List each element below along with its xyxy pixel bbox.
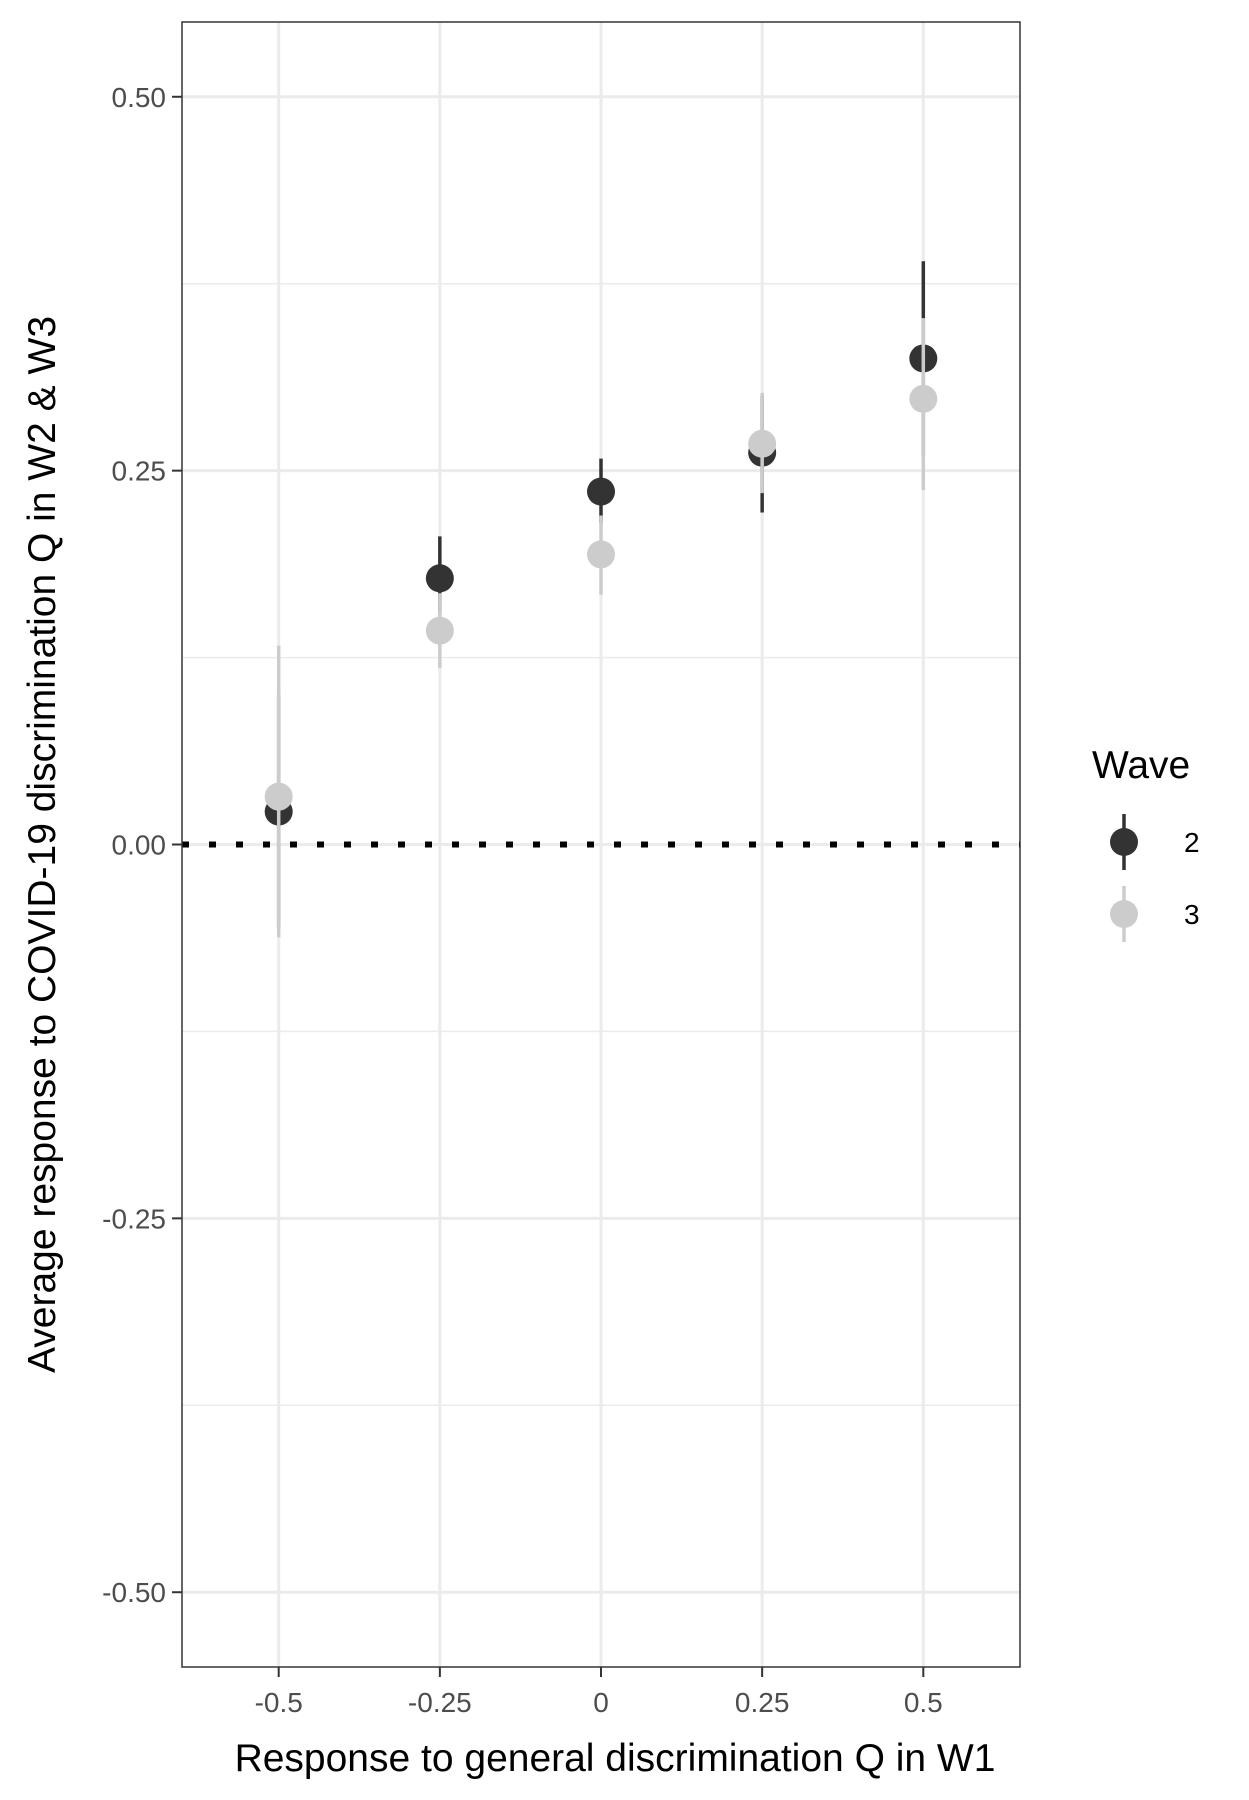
- legend-label: 3: [1184, 899, 1200, 930]
- data-point: [587, 540, 615, 569]
- data-marks: [264, 261, 938, 938]
- y-tick-label: -0.25: [102, 1203, 166, 1234]
- legend-label: 2: [1184, 827, 1200, 858]
- legend: Wave 23: [1092, 744, 1200, 942]
- axis-ticks: -0.50 -0.25 0.00 0.25 0.50 -0.5 -0.25 0 0.25 0.5: [102, 82, 943, 1718]
- legend-title: Wave: [1092, 744, 1190, 787]
- grid: [182, 22, 1020, 1667]
- legend-key-point: [1110, 900, 1138, 928]
- y-tick-label: 0.50: [112, 82, 167, 113]
- x-tick-label: -0.25: [408, 1687, 472, 1718]
- data-point: [909, 384, 938, 413]
- x-tick-label: 0.25: [735, 1687, 790, 1718]
- legend-key-wave-3: 3: [1110, 886, 1200, 942]
- y-tick-label: 0.00: [112, 830, 167, 861]
- x-tick-label: 0.5: [904, 1687, 943, 1718]
- x-tick-label: -0.5: [255, 1687, 303, 1718]
- legend-key-point: [1110, 828, 1138, 856]
- y-axis-title: Average response to COVID-19 discriminat…: [21, 316, 64, 1373]
- series-wave-3: [264, 318, 938, 938]
- data-point: [425, 616, 454, 645]
- data-point: [748, 429, 777, 458]
- data-point: [587, 477, 615, 506]
- y-tick-label: -0.50: [102, 1577, 166, 1608]
- legend-key-wave-2: 2: [1110, 814, 1200, 870]
- data-point: [425, 564, 454, 593]
- x-axis-title: Response to general discrimination Q in …: [235, 1737, 996, 1780]
- data-point: [264, 782, 293, 811]
- legend-keys: 23: [1110, 814, 1200, 942]
- x-tick-label: 0: [593, 1687, 609, 1718]
- y-tick-label: 0.25: [112, 456, 167, 487]
